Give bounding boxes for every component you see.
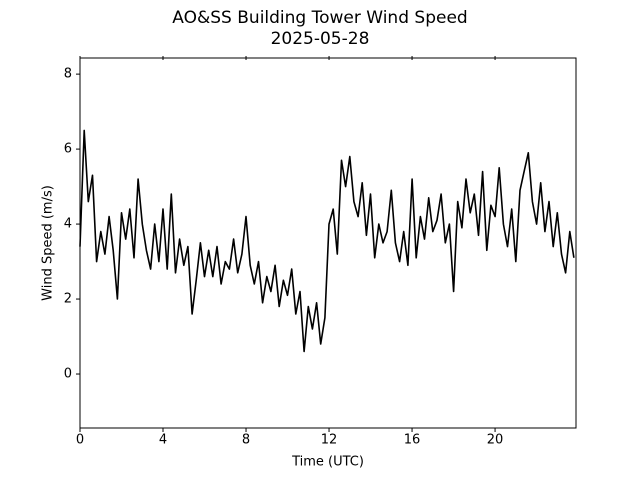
x-tick-label: 12 (321, 433, 338, 448)
wind-line (79, 129, 575, 353)
y-tick-label: 4 (64, 217, 72, 232)
x-tick-label: 8 (242, 433, 250, 448)
y-tick-label: 0 (64, 367, 72, 382)
x-axis-label: Time (UTC) (291, 455, 364, 470)
y-tick-label: 8 (64, 67, 72, 82)
plot-frame (79, 57, 577, 429)
x-tick-label: 20 (487, 433, 504, 448)
y-tick-label: 6 (64, 142, 72, 157)
x-tick-label: 0 (76, 433, 84, 448)
chart-subtitle: 2025-05-28 (271, 29, 370, 49)
y-axis-label: Wind Speed (m/s) (41, 185, 56, 301)
chart-title: AO&SS Building Tower Wind Speed (172, 8, 467, 28)
x-tick-label: 4 (159, 433, 167, 448)
x-tick-label: 16 (404, 433, 421, 448)
y-tick-label: 2 (64, 292, 72, 307)
